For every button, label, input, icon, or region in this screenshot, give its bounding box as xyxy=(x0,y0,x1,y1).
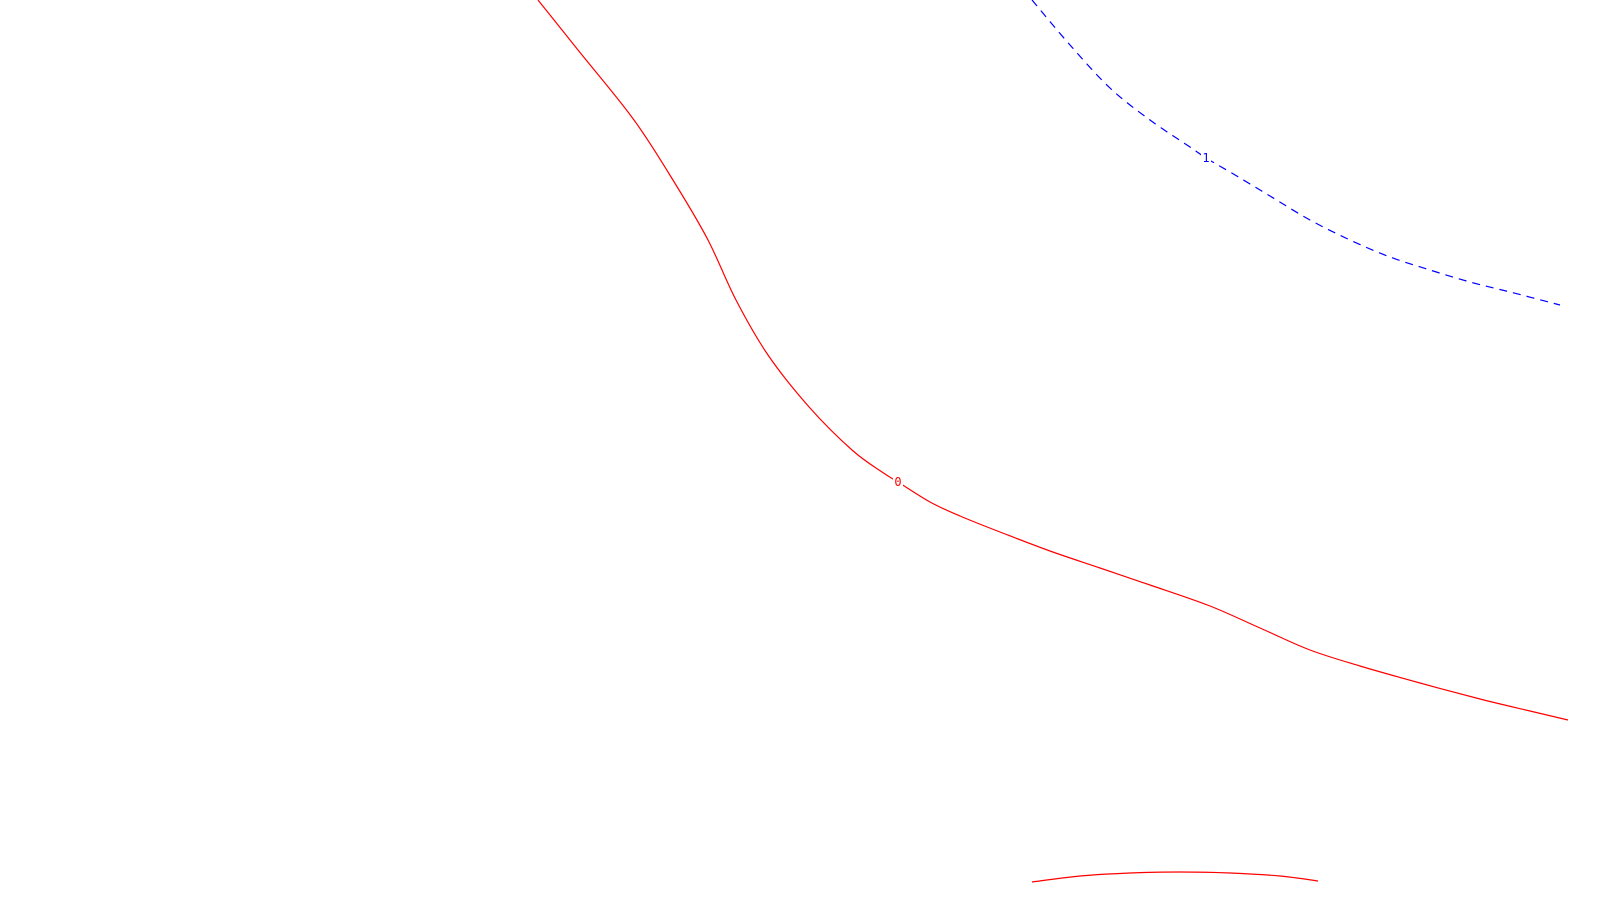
contour-lines xyxy=(537,0,1569,883)
contour-label-level-0: 0 xyxy=(894,475,901,489)
contour-line-level-0-segment-0 xyxy=(537,0,1569,721)
contour-labels: 01 xyxy=(893,151,1211,489)
contour-line-level-1-segment-0 xyxy=(1031,0,1561,306)
contour-label-background xyxy=(893,475,903,489)
contour-line-level-0-segment-1 xyxy=(1031,871,1319,883)
contour-label-background xyxy=(1201,151,1211,165)
contour-label-level-1: 1 xyxy=(1202,151,1209,165)
